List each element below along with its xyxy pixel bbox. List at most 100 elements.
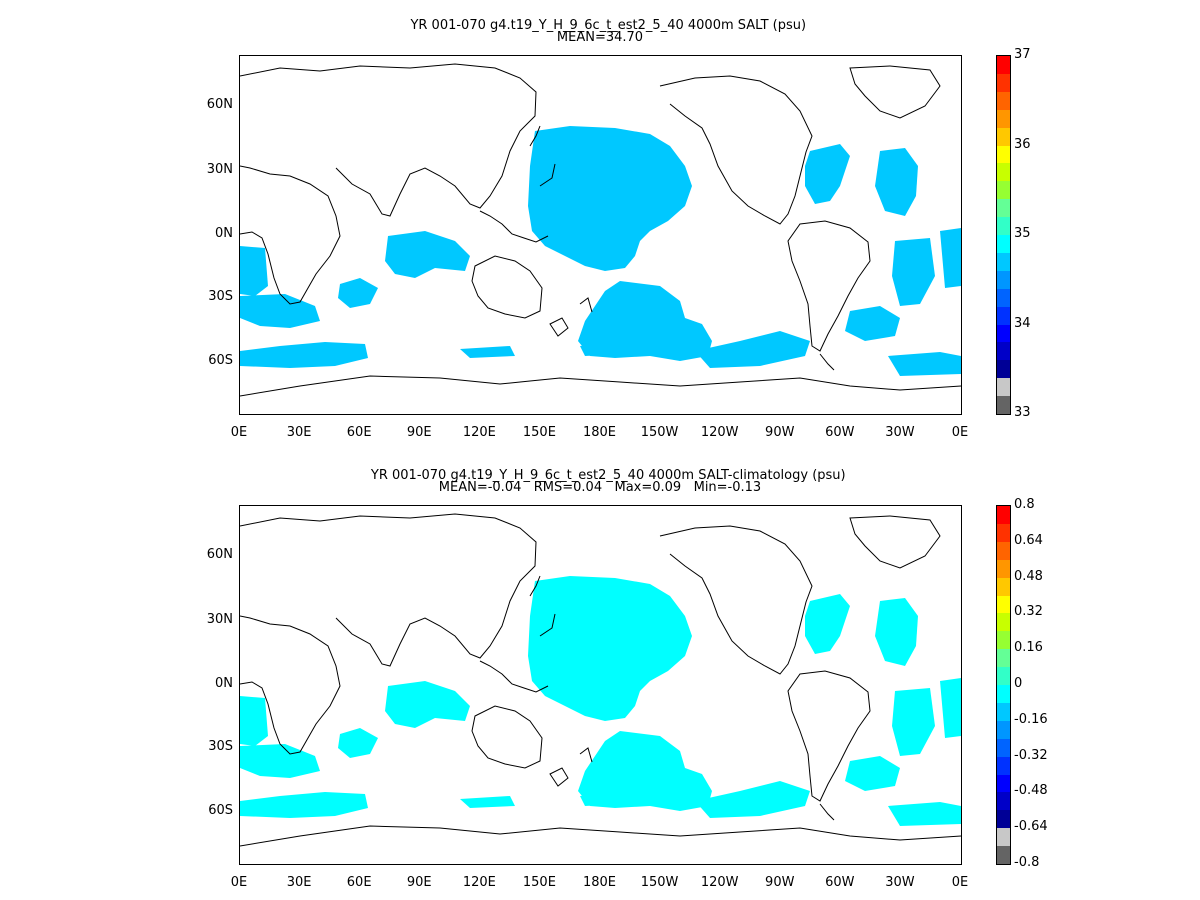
colorbar-label: 35	[1014, 226, 1031, 241]
colorbar-segment	[997, 649, 1010, 668]
colorbar-segment	[997, 378, 1010, 397]
x-tick-label: 0E	[951, 875, 969, 890]
anomaly-fill	[240, 576, 961, 826]
colorbar-segment	[997, 163, 1010, 182]
x-tick-label: 90E	[406, 425, 432, 440]
colorbar-label: 0.32	[1014, 604, 1043, 620]
colorbar-segment	[997, 631, 1010, 650]
colorbar-segment	[997, 541, 1010, 561]
colorbar	[996, 505, 1011, 865]
colorbar-segment	[997, 324, 1010, 343]
colorbar-segment	[997, 756, 1010, 775]
colorbar-label: 0	[1014, 676, 1023, 691]
colorbar-segment	[997, 181, 1010, 200]
x-tick-label: 120W	[700, 425, 739, 440]
x-tick-label: 150W	[640, 425, 679, 440]
colorbar-segment	[997, 667, 1010, 686]
colorbar-segment	[997, 685, 1010, 704]
x-tick-label: 0E	[951, 425, 969, 440]
colorbar-segment	[997, 360, 1010, 379]
coastlines	[240, 513, 961, 847]
x-tick-label: 0E	[230, 425, 248, 440]
panel-subtitle: MEAN=-0.04 RMS=0.04 Max=0.09 Min=-0.13	[438, 480, 762, 495]
x-tick-label: 120W	[700, 875, 739, 890]
x-tick-label: 150W	[640, 875, 679, 890]
colorbar-label: -0.16	[1014, 711, 1048, 727]
y-tick-label: 0N	[215, 226, 233, 241]
colorbar-segment	[997, 523, 1010, 543]
colorbar-segment	[997, 613, 1010, 632]
y-tick-label: 30S	[208, 738, 233, 754]
x-tick-label: 60E	[346, 425, 372, 440]
map-salt	[239, 55, 962, 415]
y-tick-label: 0N	[215, 676, 233, 691]
colorbar-segment	[997, 127, 1010, 146]
x-tick-label: 90W	[765, 875, 795, 890]
colorbar-segment	[997, 774, 1010, 793]
colorbar-label: 34	[1014, 315, 1031, 331]
colorbar-segment	[997, 56, 1010, 75]
colorbar-label: 37	[1014, 47, 1031, 62]
x-tick-label: 30E	[286, 875, 312, 890]
x-tick-label: 90W	[765, 425, 795, 440]
x-tick-label: 30W	[885, 425, 915, 440]
x-tick-label: 180E	[582, 425, 617, 440]
colorbar-segment	[997, 288, 1010, 308]
colorbar-segment	[997, 702, 1010, 722]
colorbar-segment	[997, 577, 1010, 596]
colorbar-segment	[997, 846, 1010, 865]
colorbar-segment	[997, 828, 1010, 847]
colorbar-label: -0.64	[1014, 819, 1048, 835]
colorbar	[996, 55, 1011, 415]
x-tick-label: 120E	[462, 875, 496, 890]
colorbar-segment	[997, 73, 1010, 93]
colorbar-segment	[997, 145, 1010, 164]
y-tick-label: 60S	[208, 803, 233, 819]
colorbar-label: 0.8	[1014, 497, 1035, 512]
colorbar-label: -0.8	[1014, 855, 1040, 870]
x-tick-label: 30W	[885, 875, 915, 890]
y-tick-label: 60N	[206, 97, 233, 113]
colorbar-label: 0.64	[1014, 532, 1043, 548]
x-tick-label: 0E	[230, 875, 248, 890]
x-tick-label: 60W	[825, 875, 855, 890]
colorbar-segment	[997, 720, 1010, 740]
panel-subtitle: MEAN=34.70	[556, 30, 644, 45]
colorbar-segment	[997, 595, 1010, 614]
colorbar-segment	[997, 810, 1010, 829]
x-tick-label: 120E	[462, 425, 496, 440]
anomaly-field	[240, 513, 961, 847]
colorbar-label: -0.32	[1014, 747, 1048, 763]
colorbar-label: 36	[1014, 136, 1031, 152]
colorbar-segment	[997, 235, 1010, 254]
x-tick-label: 180E	[582, 875, 617, 890]
x-tick-label: 90E	[406, 875, 432, 890]
x-tick-label: 150E	[522, 875, 556, 890]
colorbar-label: -0.48	[1014, 783, 1048, 799]
colorbar-segment	[997, 91, 1010, 111]
colorbar-segment	[997, 252, 1010, 272]
coastlines	[240, 63, 961, 397]
colorbar-segment	[997, 738, 1010, 758]
y-tick-label: 60S	[208, 353, 233, 369]
colorbar-label: 0.16	[1014, 640, 1043, 656]
x-tick-label: 150E	[522, 425, 556, 440]
map-salt-anomaly	[239, 505, 962, 865]
colorbar-segment	[997, 199, 1010, 218]
colorbar-segment	[997, 270, 1010, 290]
x-tick-label: 30E	[286, 425, 312, 440]
panel-title: YR 001-070 g4.t19_Y_H_9_6c_t_est2_5_40 4…	[410, 18, 807, 33]
y-tick-label: 30N	[206, 611, 233, 627]
colorbar-label: 0.48	[1014, 568, 1043, 584]
colorbar-segment	[997, 792, 1010, 811]
salinity-field	[240, 63, 961, 397]
colorbar-segment	[997, 396, 1010, 415]
y-tick-label: 30N	[206, 161, 233, 177]
colorbar-segment	[997, 342, 1010, 361]
colorbar-label: 33	[1014, 405, 1031, 420]
panel-title: YR 001-070 g4.t19_Y_H_9_6c_t_est2_5_40 4…	[370, 468, 846, 483]
colorbar-segment	[997, 306, 1010, 325]
colorbar-segment	[997, 506, 1010, 525]
y-tick-label: 30S	[208, 288, 233, 304]
y-tick-label: 60N	[206, 547, 233, 563]
